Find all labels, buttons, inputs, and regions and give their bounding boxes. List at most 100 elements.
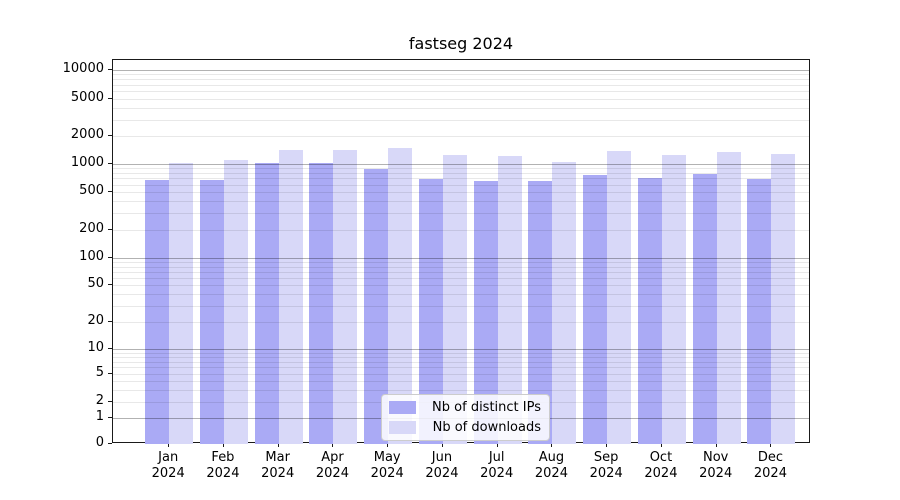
ytick-label-50: 50 bbox=[87, 276, 104, 291]
bar-feb-downloads bbox=[223, 160, 248, 444]
xtick-label-sep: Sep 2024 bbox=[589, 450, 623, 481]
bar-dec-downloads bbox=[771, 153, 796, 444]
ytick-mark-500 bbox=[108, 191, 112, 192]
xtick-mark-oct bbox=[660, 443, 662, 447]
ytick-label-2000: 2000 bbox=[70, 127, 104, 142]
bar-nov-downloads bbox=[716, 151, 741, 444]
gridline-minor-200 bbox=[113, 230, 809, 231]
gridline-minor-3000 bbox=[113, 119, 809, 121]
ytick-mark-2000 bbox=[108, 135, 112, 136]
gridline-minor-500 bbox=[113, 192, 809, 193]
ytick-mark-5 bbox=[108, 373, 112, 374]
legend-swatch-distinct-ips bbox=[389, 401, 416, 414]
bar-oct-distinct-ips bbox=[637, 178, 662, 444]
xtick-mark-sep bbox=[606, 443, 608, 447]
legend-label-downloads: Nb of downloads bbox=[432, 420, 541, 435]
ytick-mark-20 bbox=[108, 321, 112, 322]
bar-nov-distinct-ips bbox=[692, 174, 717, 444]
xtick-label-nov: Nov 2024 bbox=[699, 450, 733, 481]
bar-apr-distinct-ips bbox=[309, 163, 334, 444]
gridline-major-10000 bbox=[113, 70, 809, 71]
ytick-mark-10000 bbox=[108, 69, 112, 70]
xtick-mark-apr bbox=[332, 443, 334, 447]
xtick-label-jun: Jun 2024 bbox=[425, 450, 459, 481]
ytick-label-500: 500 bbox=[79, 183, 104, 198]
gridline-minor-7000 bbox=[113, 84, 809, 86]
ytick-mark-5000 bbox=[108, 98, 112, 99]
ytick-label-5: 5 bbox=[95, 365, 104, 380]
ytick-mark-10 bbox=[108, 348, 112, 349]
gridline-minor-70 bbox=[113, 271, 809, 273]
ytick-label-1000: 1000 bbox=[70, 155, 104, 170]
ytick-mark-1 bbox=[108, 417, 112, 418]
xtick-mark-dec bbox=[770, 443, 772, 447]
legend-label-distinct-ips: Nb of distinct IPs bbox=[432, 400, 541, 415]
bar-mar-distinct-ips bbox=[254, 163, 279, 444]
xtick-label-may: May 2024 bbox=[370, 450, 404, 481]
bar-oct-downloads bbox=[661, 155, 686, 444]
gridline-minor-9 bbox=[113, 352, 809, 354]
xtick-label-apr: Apr 2024 bbox=[315, 450, 349, 481]
xtick-mark-may bbox=[387, 443, 389, 447]
ytick-label-5000: 5000 bbox=[70, 90, 104, 105]
ytick-mark-0 bbox=[108, 443, 112, 444]
xtick-mark-jul bbox=[496, 443, 498, 447]
gridline-minor-6 bbox=[113, 367, 809, 369]
xtick-mark-mar bbox=[277, 443, 279, 447]
gridline-minor-80 bbox=[113, 266, 809, 268]
gridline-minor-30 bbox=[113, 305, 809, 307]
xtick-mark-aug bbox=[551, 443, 553, 447]
gridline-minor-800 bbox=[113, 173, 809, 174]
legend-entry-distinct-ips: Nb of distinct IPs bbox=[389, 400, 541, 415]
xtick-label-oct: Oct 2024 bbox=[644, 450, 678, 481]
bar-apr-downloads bbox=[333, 149, 358, 444]
xtick-label-jul: Jul 2024 bbox=[480, 450, 514, 481]
gridline-minor-400 bbox=[113, 201, 809, 203]
bar-aug-downloads bbox=[552, 161, 577, 444]
chart-title: fastseg 2024 bbox=[408, 34, 514, 53]
bar-mar-downloads bbox=[278, 149, 303, 444]
ytick-mark-1000 bbox=[108, 163, 112, 164]
bar-sep-downloads bbox=[607, 151, 632, 444]
xtick-mark-feb bbox=[222, 443, 224, 447]
gridline-minor-4000 bbox=[113, 108, 809, 109]
gridline-minor-90 bbox=[113, 262, 809, 264]
bar-jan-distinct-ips bbox=[145, 180, 170, 444]
ytick-label-10: 10 bbox=[87, 340, 104, 355]
gridline-minor-6000 bbox=[113, 91, 809, 93]
ytick-mark-100 bbox=[108, 257, 112, 258]
legend-entry-downloads: Nb of downloads bbox=[389, 420, 541, 435]
gridline-major-1000 bbox=[113, 164, 809, 165]
ytick-label-100: 100 bbox=[79, 249, 104, 264]
ytick-mark-200 bbox=[108, 229, 112, 230]
gridline-minor-4 bbox=[113, 380, 809, 382]
bar-feb-distinct-ips bbox=[199, 180, 224, 444]
bar-dec-distinct-ips bbox=[747, 178, 772, 444]
legend: Nb of distinct IPs Nb of downloads bbox=[381, 394, 550, 441]
bar-jan-downloads bbox=[169, 162, 194, 444]
gridline-minor-40 bbox=[113, 294, 809, 295]
ytick-mark-2 bbox=[108, 401, 112, 402]
gridline-minor-3 bbox=[113, 389, 809, 391]
ytick-label-1: 1 bbox=[95, 409, 104, 424]
gridline-minor-900 bbox=[113, 168, 809, 170]
gridline-minor-2000 bbox=[113, 136, 809, 137]
xtick-mark-jan bbox=[168, 443, 170, 447]
ytick-label-20: 20 bbox=[87, 313, 104, 328]
gridline-major-100 bbox=[113, 258, 809, 259]
plot-area: Nb of distinct IPs Nb of downloads bbox=[112, 59, 810, 444]
gridline-minor-20 bbox=[113, 322, 809, 323]
xtick-mark-jun bbox=[441, 443, 443, 447]
gridline-minor-60 bbox=[113, 277, 809, 279]
gridline-minor-5000 bbox=[113, 99, 809, 100]
gridline-minor-700 bbox=[113, 178, 809, 180]
gridline-minor-600 bbox=[113, 184, 809, 186]
ytick-label-10000: 10000 bbox=[62, 61, 104, 76]
bar-sep-distinct-ips bbox=[583, 175, 608, 444]
xtick-label-dec: Dec 2024 bbox=[753, 450, 787, 481]
gridline-minor-300 bbox=[113, 213, 809, 215]
legend-swatch-downloads bbox=[389, 421, 416, 434]
ytick-mark-50 bbox=[108, 284, 112, 285]
gridline-major-10 bbox=[113, 349, 809, 350]
